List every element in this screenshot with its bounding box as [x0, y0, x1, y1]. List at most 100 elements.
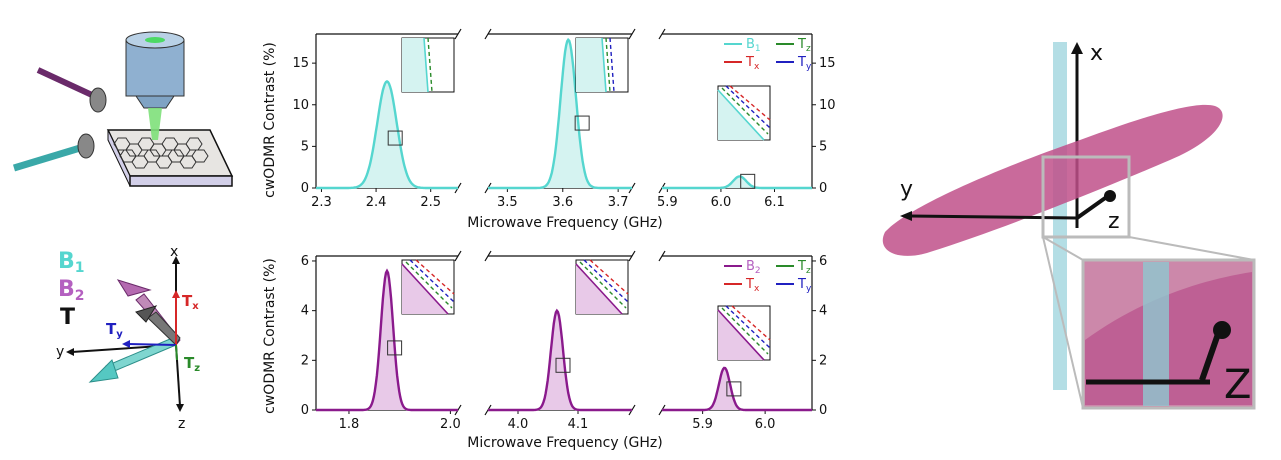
panel-bottom-2: 4.0 4.1 — [484, 250, 636, 432]
zoom-inset — [575, 259, 629, 315]
y-tick-label: 0 — [819, 403, 827, 418]
legend-entry: Tz — [797, 259, 811, 276]
wire-1 — [36, 67, 94, 98]
peak-line — [662, 175, 812, 190]
membrane-diagram: x y z Z — [882, 41, 1256, 410]
zoom-marker — [387, 340, 403, 356]
y-tick-label: 10 — [819, 98, 836, 113]
legend-entry: B1 — [746, 37, 761, 54]
axis-label-z: z — [178, 416, 185, 432]
x-tick-label: 2.3 — [311, 195, 332, 210]
y-tick-label: 4 — [301, 304, 309, 319]
t-arrow — [135, 305, 158, 323]
label-b2: B2 — [58, 277, 85, 304]
panel-bottom-1: 1.8 2.0 0 2 4 6 — [301, 250, 462, 432]
peak-line — [316, 268, 458, 412]
x-tick-label: 4.0 — [508, 417, 529, 432]
wire-2 — [12, 144, 82, 172]
x-axis-label-bottom: Microwave Frequency (GHz) — [467, 435, 662, 451]
zoom-inset — [575, 37, 629, 93]
b2-arrow — [116, 279, 152, 297]
y-axis-label-bottom: cwODMR Contrast (%) — [262, 258, 278, 414]
axis-label-y: y — [56, 344, 64, 360]
legend-entry: Tx — [745, 55, 760, 72]
x-tick-label: 6.0 — [755, 417, 776, 432]
peak-fill — [662, 367, 812, 410]
legend-entry: Tz — [797, 37, 811, 54]
legend-entry: B2 — [746, 259, 761, 276]
zoom-marker — [555, 357, 571, 373]
x-tick-label: 6.1 — [764, 195, 785, 210]
zoom-inset: Z — [1081, 258, 1256, 410]
y-tick-label: 5 — [819, 139, 827, 154]
x-tick-label: 3.7 — [608, 195, 629, 210]
x-tick-label: 2.4 — [366, 195, 387, 210]
membrane — [882, 104, 1223, 256]
axis-label-y-right: y — [900, 177, 913, 202]
peak-fill — [316, 270, 458, 410]
zoom-inset — [401, 259, 455, 315]
zoom-marker — [726, 381, 742, 397]
peak-line — [316, 80, 458, 190]
peak-line — [488, 37, 632, 190]
axis-label-x-right: x — [1090, 41, 1103, 66]
zoom-inset — [717, 305, 771, 361]
label-b1: B1 — [58, 249, 85, 276]
y-tick-label: 0 — [301, 181, 309, 196]
y-axis-label-top: cwODMR Contrast (%) — [262, 42, 278, 198]
nanotube — [1053, 42, 1067, 390]
axis-label-z-right: z — [1108, 209, 1120, 234]
legend-bottom: B2 Tz Tx Ty — [724, 259, 812, 294]
peak-fill — [662, 176, 812, 188]
vector-diagram: B1 B2 T x y z Tx Ty Tz — [56, 244, 200, 432]
y-tick-label: 0 — [301, 403, 309, 418]
x-tick-label: 3.6 — [552, 195, 573, 210]
x-tick-label: 6.0 — [711, 195, 732, 210]
peak-line — [662, 366, 812, 412]
legend-entry: Ty — [797, 55, 812, 72]
laser-beam — [148, 108, 162, 140]
label-tz: Tz — [184, 354, 200, 374]
peak-line — [488, 308, 632, 412]
x-tick-label: 4.1 — [568, 417, 589, 432]
zoom-box — [1041, 155, 1131, 239]
y-tick-label: 2 — [819, 353, 827, 368]
axis-label-x: x — [170, 244, 178, 260]
b1-arrow — [88, 359, 119, 383]
odmr-plots: cwODMR Contrast (%) cwODMR Contrast (%) … — [262, 28, 836, 451]
x-tick-label: 1.8 — [339, 417, 360, 432]
x-tick-label: 2.5 — [420, 195, 441, 210]
inset-z-label: Z — [1224, 362, 1251, 408]
x-tick-label: 5.9 — [692, 417, 713, 432]
panel-top-2: 3.5 3.6 3.7 — [484, 28, 636, 210]
label-t: T — [60, 305, 75, 330]
peak-fill — [316, 81, 458, 188]
y-tick-label: 2 — [301, 353, 309, 368]
panel-top-3: 5.9 6.0 6.1 0 5 10 15 B1 Tz Tx Ty — [657, 28, 836, 210]
y-tick-label: 15 — [292, 56, 309, 71]
y-tick-label: 4 — [819, 304, 827, 319]
x-tick-label: 5.9 — [657, 195, 678, 210]
x-tick-label: 2.0 — [440, 417, 461, 432]
graphene-lattice — [113, 137, 209, 169]
zoom-marker — [574, 115, 590, 131]
x-tick-label: 3.5 — [497, 195, 518, 210]
x-axis-label-top: Microwave Frequency (GHz) — [467, 215, 662, 231]
zoom-inset — [401, 37, 455, 93]
y-tick-label: 5 — [301, 139, 309, 154]
label-ty: Ty — [106, 320, 123, 340]
peak-fill — [488, 310, 632, 410]
y-tick-label: 10 — [292, 98, 309, 113]
zoom-marker — [387, 130, 403, 146]
y-tick-label: 6 — [301, 254, 309, 269]
zoom-marker — [740, 173, 756, 189]
microscope-schematic — [12, 31, 234, 187]
panel-bottom-3: 5.9 6.0 0 2 4 6 B2 Tz Tx Ty — [658, 250, 827, 432]
y-tick-label: 6 — [819, 254, 827, 269]
y-tick-label: 0 — [819, 181, 827, 196]
panel-top-1: 2.3 2.4 2.5 0 5 10 15 — [292, 28, 462, 210]
zoom-inset — [717, 85, 771, 141]
y-tick-label: 15 — [819, 56, 836, 71]
label-tx: Tx — [182, 292, 199, 312]
